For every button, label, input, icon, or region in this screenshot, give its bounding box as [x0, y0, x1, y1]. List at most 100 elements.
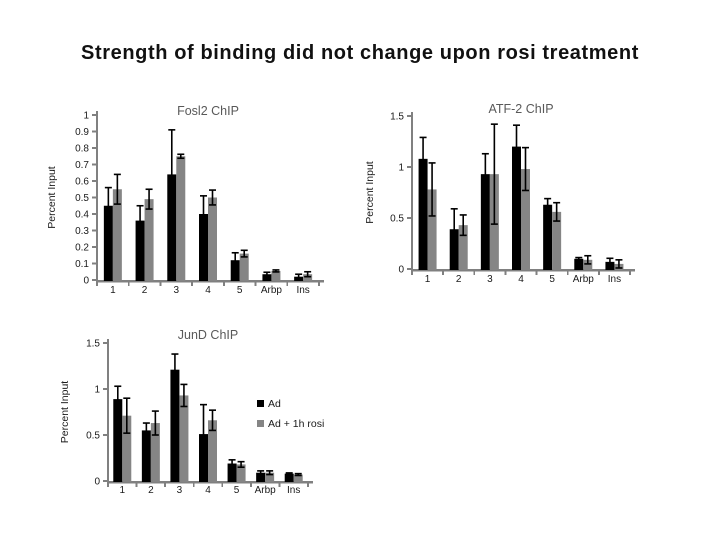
- y-axis-title: Percent Input: [364, 161, 376, 224]
- error-bar: [522, 146, 529, 192]
- y-tick-label: 0.3: [75, 226, 89, 237]
- bar: [122, 415, 132, 482]
- x-category-label: 1: [425, 274, 431, 285]
- x-category-label: 5: [549, 274, 555, 285]
- error-bar: [553, 201, 561, 222]
- bar: [144, 199, 154, 281]
- error-bar: [168, 129, 176, 220]
- chart-title: JunD ChIP: [178, 328, 238, 342]
- chart-canvas: Fosl2 ChIP Percent Input 0 0.1 0.2 0.3 0.4 0.5 0…: [46, 104, 324, 296]
- y-tick-label: 0: [83, 276, 89, 287]
- slide-title: Strength of binding did not change upon …: [81, 42, 639, 64]
- error-bar: [615, 259, 623, 269]
- error-bar: [490, 123, 498, 225]
- error-bar: [419, 136, 427, 182]
- bar: [176, 156, 186, 281]
- x-category-label: 4: [518, 274, 524, 285]
- error-bar: [171, 353, 179, 387]
- bar: [262, 274, 272, 281]
- error-bar: [237, 460, 245, 468]
- error-bar: [177, 153, 185, 160]
- x-category-label: 4: [205, 485, 211, 496]
- x-category-label: 2: [142, 285, 148, 296]
- bar: [227, 463, 237, 482]
- bar: [427, 189, 437, 270]
- x-category-label: Ins: [608, 274, 621, 285]
- bar: [208, 197, 217, 281]
- error-bar: [240, 249, 248, 258]
- error-bar: [513, 124, 520, 169]
- bar: [543, 204, 553, 270]
- x-category-label: Ins: [296, 285, 309, 296]
- error-bar: [272, 269, 280, 273]
- error-bar: [266, 470, 274, 476]
- error-bar: [209, 189, 216, 206]
- bar: [284, 473, 294, 482]
- y-tick-label: 0: [398, 265, 404, 276]
- bar: [135, 220, 145, 281]
- error-bar: [304, 270, 312, 278]
- bar: [458, 225, 468, 270]
- y-tick-label: 0.6: [75, 177, 89, 188]
- error-bar: [136, 204, 144, 237]
- y-tick-label: 0.5: [390, 214, 404, 225]
- y-tick-label: 0: [94, 477, 100, 488]
- bar: [271, 270, 281, 281]
- bar: [265, 472, 275, 482]
- error-bar: [151, 410, 159, 436]
- error-bar: [142, 422, 150, 439]
- error-bar: [606, 257, 614, 267]
- bar: [141, 430, 151, 482]
- y-tick-label: 0.4: [75, 210, 89, 221]
- bar: [236, 464, 246, 482]
- x-category-label: 4: [205, 285, 211, 296]
- x-category-label: 2: [148, 485, 154, 496]
- x-category-label: 5: [237, 285, 243, 296]
- error-bar: [145, 188, 153, 210]
- legend-swatch: [257, 400, 264, 407]
- x-category-label: Ins: [287, 485, 300, 496]
- error-bar: [584, 254, 592, 265]
- x-category-label: Arbp: [573, 274, 595, 285]
- x-category-label: 3: [177, 485, 183, 496]
- fosl2-chip-chart: Fosl2 ChIP Percent Input 0 0.1 0.2 0.3 0.4 0.5 0…: [40, 98, 340, 305]
- x-category-label: 1: [120, 485, 126, 496]
- bar: [239, 253, 249, 281]
- legend-swatch: [257, 420, 264, 427]
- error-bar: [263, 271, 271, 278]
- legend-label: Ad: [268, 398, 281, 410]
- bar: [256, 472, 266, 482]
- error-bar: [231, 251, 239, 269]
- error-bar: [285, 472, 293, 476]
- bar: [521, 169, 530, 270]
- y-tick-label: 1.5: [390, 112, 404, 123]
- y-tick-label: 0.9: [75, 127, 89, 138]
- y-axis-title: Percent Input: [59, 381, 71, 444]
- bar: [113, 399, 123, 482]
- chart-canvas: ATF-2 ChIP Percent Input 0 0.5 1 1.5 1 2 3 4 5 Arbp…: [364, 102, 635, 285]
- error-bar: [180, 383, 188, 408]
- bar: [574, 258, 584, 270]
- x-category-label: Arbp: [255, 485, 277, 496]
- error-bar: [450, 208, 458, 251]
- bar: [293, 474, 303, 482]
- bar: [552, 211, 562, 270]
- error-bar: [104, 186, 112, 225]
- y-tick-label: 1: [398, 163, 404, 174]
- bar: [167, 174, 177, 281]
- bar: [150, 423, 160, 482]
- error-bar: [481, 152, 489, 196]
- bar: [199, 214, 208, 281]
- bar: [103, 205, 113, 281]
- error-bar: [209, 409, 216, 432]
- error-bar: [200, 195, 207, 233]
- chart-title: Fosl2 ChIP: [177, 104, 239, 118]
- error-bar: [294, 472, 302, 477]
- y-tick-label: 1: [83, 111, 89, 122]
- error-bar: [544, 197, 552, 212]
- y-tick-label: 0.5: [86, 431, 100, 442]
- bar: [230, 260, 240, 281]
- error-bar: [123, 397, 131, 434]
- error-bar: [257, 470, 265, 476]
- y-tick-label: 0.5: [75, 193, 89, 204]
